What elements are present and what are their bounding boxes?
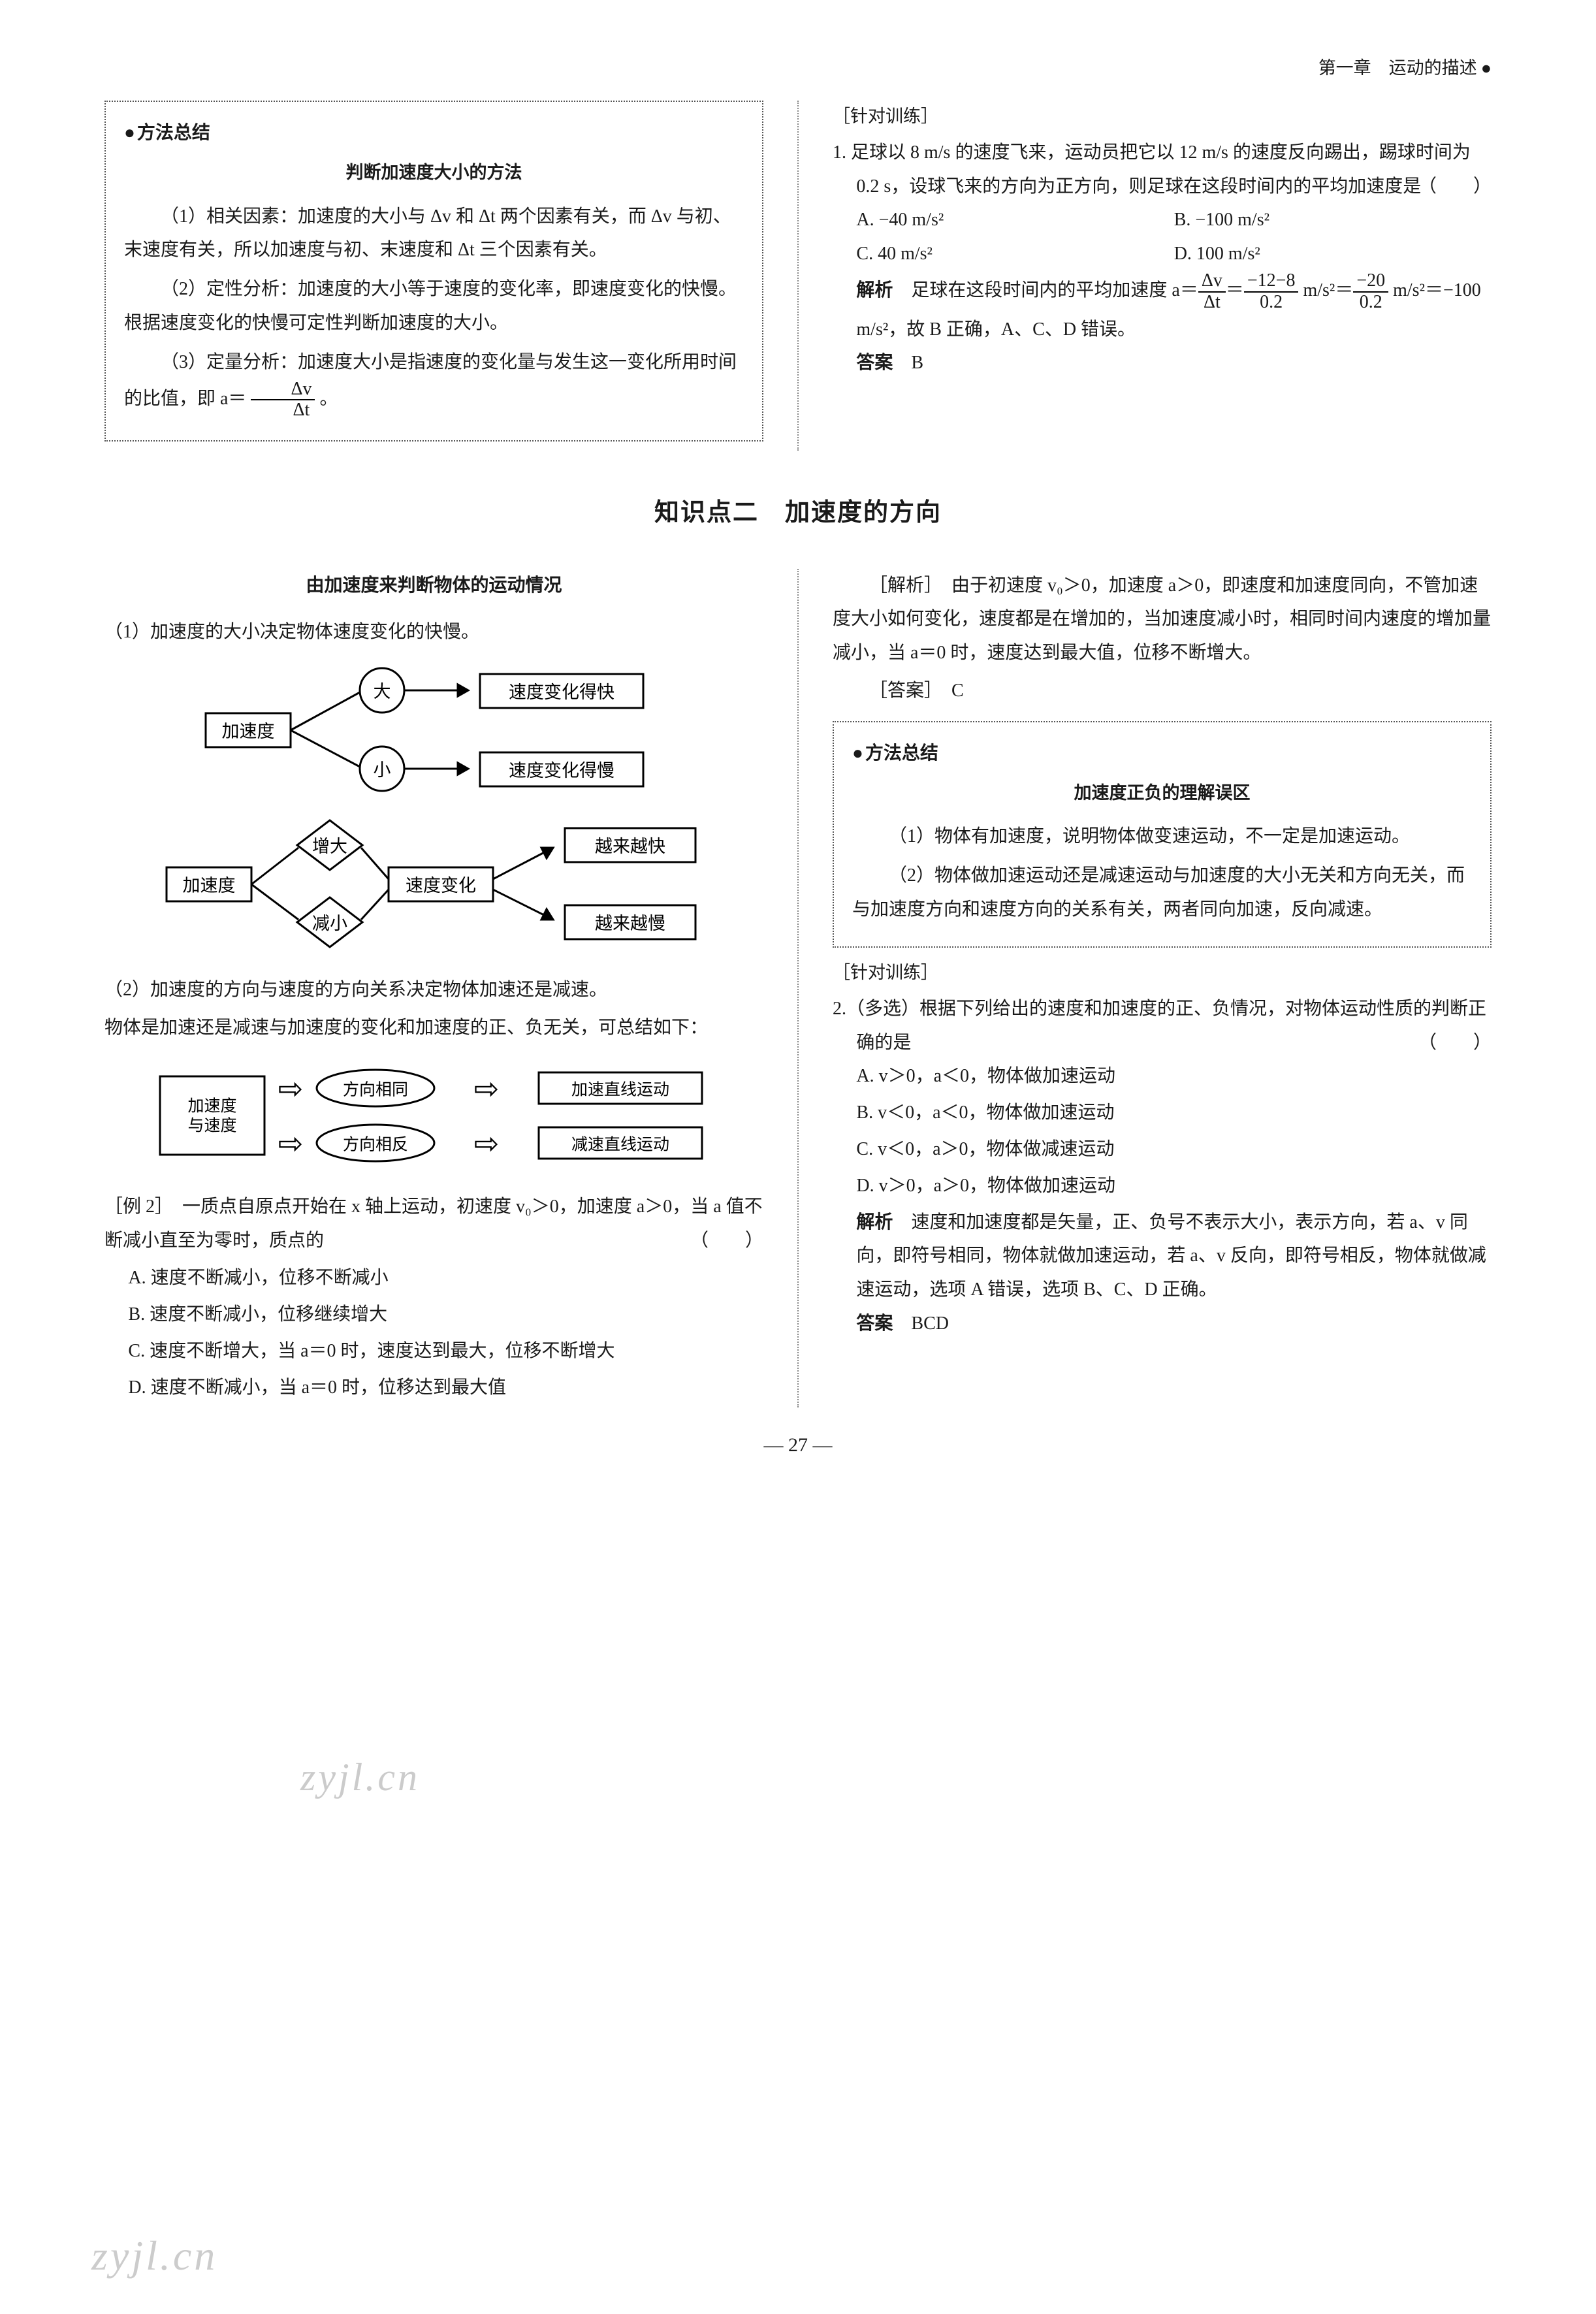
watermark-bottom: zyjl.cn [91, 2217, 217, 2294]
q2-option-B: B. v＜0，a＜0，物体做加速运动 [856, 1096, 1492, 1130]
svg-text:⇨: ⇨ [473, 1072, 499, 1105]
svg-text:大: 大 [373, 682, 391, 701]
svg-text:加速度: 加速度 [187, 1097, 236, 1115]
left-p3: 物体是加速还是减速与加速度的变化和加速度的正、负无关，可总结如下： [104, 1011, 763, 1045]
page-header: 第一章 运动的描述 [104, 52, 1492, 85]
ex2-option-B: B. 速度不断减小，位移继续增大 [128, 1298, 763, 1332]
q1-analysis: 解析 足球在这段时间内的平均加速度 a＝ΔvΔt＝−12−80.2 m/s²＝−… [833, 271, 1492, 346]
example-2: ［例 2］ 一质点自原点开始在 x 轴上运动，初速度 v₀＞0，加速度 a＞0，… [104, 1190, 763, 1258]
method2-subtitle: 加速度正负的理解误区 [852, 777, 1472, 810]
method-summary-box-2: 方法总结 加速度正负的理解误区 （1）物体有加速度，说明物体做变速运动，不一定是… [833, 721, 1492, 948]
ex2-analysis: ［解析］ 由于初速度 v₀＞0，加速度 a＞0，即速度和加速度同向，不管加速度大… [833, 569, 1492, 670]
left-p1: （1）加速度的大小决定物体速度变化的快慢。 [104, 615, 763, 649]
fraction-dv-dt: Δv Δt [251, 379, 315, 421]
svg-text:方向相同: 方向相同 [342, 1080, 407, 1099]
svg-text:越来越快: 越来越快 [595, 837, 665, 856]
method2-p1: （1）物体有加速度，说明物体做变速运动，不一定是加速运动。 [852, 820, 1472, 854]
method-title: 方法总结 [124, 116, 744, 150]
ex2-option-D: D. 速度不断减小，当 a＝0 时，位移达到最大值 [128, 1371, 763, 1405]
left-p2: （2）加速度的方向与速度的方向关系决定物体加速还是减速。 [104, 973, 763, 1007]
left-subhead: 由加速度来判断物体的运动情况 [104, 569, 763, 603]
q2-stem: 2.（多选）根据下列给出的速度和加速度的正、负情况，对物体运动性质的判断正确的是… [833, 992, 1492, 1060]
page-number: — 27 — [104, 1427, 1492, 1464]
watermark-mid: zyjl.cn [300, 1741, 420, 1814]
q1-option-A: A. −40 m/s² [856, 203, 1173, 237]
ex2-option-A: A. 速度不断减小，位移不断减小 [128, 1261, 763, 1295]
diagram-acc-change: 加速度 增大 减小 速度变化 越来越快 越来越慢 [160, 814, 709, 957]
svg-text:减小: 减小 [312, 914, 347, 933]
q1-option-D: D. 100 m/s² [1174, 237, 1492, 271]
svg-text:⇨: ⇨ [278, 1072, 303, 1105]
ex2-answer: ［答案］ C [833, 674, 1492, 708]
svg-text:增大: 增大 [312, 837, 347, 856]
svg-text:速度变化: 速度变化 [406, 876, 476, 895]
method-p1: （1）相关因素：加速度的大小与 Δv 和 Δt 两个因素有关，而 Δv 与初、末… [124, 200, 744, 268]
q2-analysis: 解析 速度和加速度都是矢量，正、负号不表示大小，表示方向，若 a、v 同向，即符… [833, 1206, 1492, 1307]
diagram-acc-magnitude: 加速度 大 小 速度变化得快 速度变化得慢 [199, 661, 669, 798]
svg-text:越来越慢: 越来越慢 [595, 914, 665, 933]
ex2-option-C: C. 速度不断增大，当 a＝0 时，速度达到最大，位移不断增大 [128, 1334, 763, 1368]
diagram-direction-relation: ⇨ ⇨ ⇨ ⇨ 加速度 与速度 方向相同 方向相反 加速直线运动 减速直线运动 [153, 1057, 715, 1174]
method-p3: （3）定量分析：加速度大小是指速度的变化量与发生这一变化所用时间的比值，即 a＝… [124, 345, 744, 421]
method-p2: （2）定性分析：加速度的大小等于速度的变化率，即速度变化的快慢。根据速度变化的快… [124, 272, 744, 340]
q2-answer: 答案 BCD [833, 1307, 1492, 1341]
q1-stem: 1. 足球以 8 m/s 的速度飞来，运动员把它以 12 m/s 的速度反向踢出… [833, 136, 1492, 204]
q1-option-B: B. −100 m/s² [1174, 203, 1492, 237]
svg-text:方向相反: 方向相反 [342, 1135, 407, 1153]
svg-text:⇨: ⇨ [278, 1127, 303, 1160]
training-heading-2: ［针对训练］ [833, 957, 1492, 989]
svg-text:与速度: 与速度 [187, 1116, 236, 1134]
knowledge-point-title: 知识点二 加速度的方向 [104, 490, 1492, 536]
q2-option-D: D. v＞0，a＞0，物体做加速运动 [856, 1169, 1492, 1203]
method-summary-box-1: 方法总结 判断加速度大小的方法 （1）相关因素：加速度的大小与 Δv 和 Δt … [104, 101, 763, 442]
q1-option-C: C. 40 m/s² [856, 237, 1173, 271]
svg-text:小: 小 [373, 760, 391, 780]
method2-title: 方法总结 [852, 737, 1472, 771]
svg-text:速度变化得快: 速度变化得快 [509, 683, 614, 702]
method-subtitle: 判断加速度大小的方法 [124, 157, 744, 189]
svg-text:加速度: 加速度 [182, 876, 235, 895]
svg-text:速度变化得慢: 速度变化得慢 [509, 761, 614, 780]
svg-text:减速直线运动: 减速直线运动 [571, 1135, 669, 1153]
method2-p2: （2）物体做加速运动还是减速运动与加速度的大小无关和方向无关，而与加速度方向和速… [852, 859, 1472, 927]
training-heading-1: ［针对训练］ [833, 101, 1492, 133]
svg-text:⇨: ⇨ [473, 1127, 499, 1160]
svg-text:加速度: 加速度 [221, 722, 274, 741]
q1-answer: 答案 B [833, 346, 1492, 380]
q2-option-A: A. v＞0，a＜0，物体做加速运动 [856, 1059, 1492, 1093]
q2-option-C: C. v＜0，a＞0，物体做减速运动 [856, 1133, 1492, 1166]
svg-text:加速直线运动: 加速直线运动 [571, 1080, 669, 1099]
